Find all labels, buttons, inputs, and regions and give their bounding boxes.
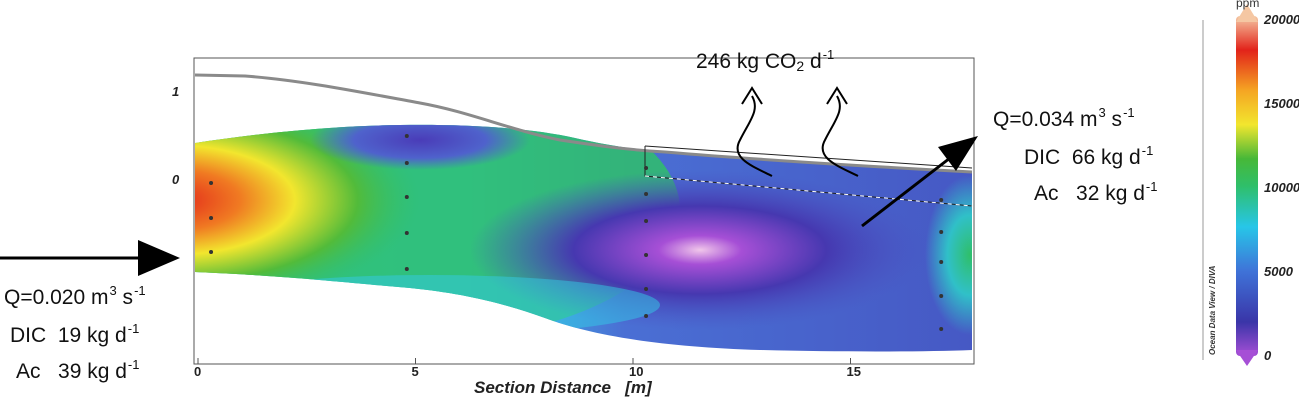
outflow-arrow bbox=[861, 156, 951, 228]
colorbar-tick-label: 15000 bbox=[1264, 96, 1299, 111]
sample-stations bbox=[209, 134, 944, 331]
y-tick-label: 1 bbox=[172, 84, 180, 99]
sample-point bbox=[644, 192, 649, 196]
outflow-q-label: Q=0.034 m3 s-1 bbox=[993, 105, 1135, 131]
inflow-q-label: Q=0.020 m3 s-1 bbox=[4, 283, 146, 309]
sample-point bbox=[404, 231, 409, 235]
sample-point bbox=[404, 267, 409, 271]
x-tick-label: 5 bbox=[411, 364, 419, 379]
colorbar-tick-label: 10000 bbox=[1264, 180, 1299, 195]
sample-point bbox=[404, 195, 409, 199]
sample-point bbox=[209, 250, 214, 254]
x-axis-ticks bbox=[197, 358, 851, 364]
colorbar-tick-label: 20000 bbox=[1264, 12, 1299, 27]
plot-frame bbox=[193, 57, 975, 365]
colorbar-tick-label: 0 bbox=[1264, 348, 1272, 363]
degassing-arrow-2 bbox=[821, 95, 859, 177]
sample-point bbox=[404, 161, 409, 165]
x-tick-label: 10 bbox=[629, 364, 644, 379]
colorbar-unit: ppm bbox=[1236, 0, 1260, 10]
inflow-dic-label: DIC 19 kg d-1 bbox=[10, 321, 140, 347]
degassing-arrow-1 bbox=[736, 95, 773, 177]
surface-line bbox=[194, 73, 973, 174]
outflow-ac-label: Ac 32 kg d-1 bbox=[1034, 179, 1158, 205]
sample-point bbox=[939, 230, 944, 234]
sample-point bbox=[404, 134, 409, 138]
outflow-dic-label: DIC 66 kg d-1 bbox=[1024, 143, 1154, 169]
sample-point bbox=[644, 287, 649, 291]
colorbar-tick-label: 5000 bbox=[1264, 264, 1293, 279]
x-tick-label: 15 bbox=[846, 364, 861, 379]
flux-label: 246 kg CO2 d-1 bbox=[696, 47, 835, 74]
y-tick-label: 0 bbox=[172, 172, 180, 187]
sample-point bbox=[644, 219, 649, 223]
concentration-field bbox=[195, 124, 972, 352]
sample-point bbox=[939, 327, 944, 331]
sample-point bbox=[209, 216, 214, 220]
sample-point bbox=[939, 294, 944, 298]
sample-point bbox=[644, 166, 649, 170]
sample-point bbox=[209, 181, 214, 185]
sample-point bbox=[939, 198, 944, 202]
sample-point bbox=[644, 314, 649, 318]
x-axis-label: Section Distance [m] bbox=[474, 378, 652, 397]
sample-point bbox=[644, 253, 649, 257]
colorbar bbox=[1236, 16, 1258, 356]
x-tick-label: 0 bbox=[194, 364, 202, 379]
inflow-ac-label: Ac 39 kg d-1 bbox=[16, 357, 140, 383]
colorbar-credit: Ocean Data View / DIVA bbox=[1208, 265, 1217, 355]
sample-point bbox=[939, 260, 944, 264]
